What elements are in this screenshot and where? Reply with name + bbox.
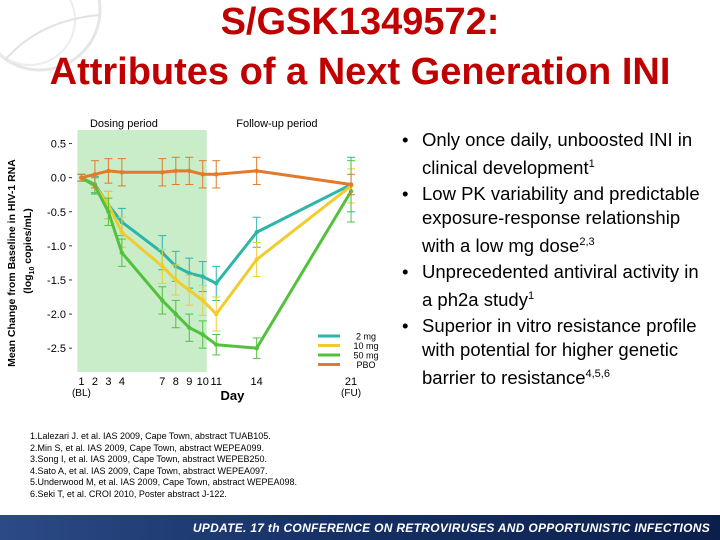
x-axis-title: Day — [220, 388, 245, 403]
bullet-text: Only once daily, unboosted INI in clinic… — [422, 129, 693, 179]
data-point — [119, 250, 125, 255]
x-tick-label: 8 — [173, 376, 179, 388]
data-point — [173, 311, 178, 317]
y-tick-label: -1.0 — [47, 241, 66, 253]
bullet-ref: 1 — [527, 290, 535, 303]
hiv-rna-line-chart: Dosing period Follow-up period 0.5 0.0 -0.5 -… — [6, 118, 379, 403]
bullet-ref: 2,3 — [579, 236, 595, 249]
reference-item: 1.Lalezari J. et al. IAS 2009, Cape Town… — [30, 431, 271, 441]
y-axis-title-line-2: (log10 copies/mL) — [22, 208, 36, 293]
x-tick-label: 2 — [92, 376, 98, 388]
y-axis-title-line-1: Mean Change from Baseline in HIV-1 RNA — [6, 159, 18, 367]
data-point — [200, 274, 205, 279]
series-pbo — [77, 156, 356, 196]
data-point — [187, 270, 192, 276]
data-point — [214, 281, 219, 286]
decorative-swirl-icon — [0, 0, 102, 72]
x-tick-label: 11 — [211, 376, 222, 388]
x-tick-label: 3 — [105, 376, 111, 388]
data-point — [187, 168, 192, 174]
bullet-ref: 4,5,6 — [585, 368, 610, 381]
bullet-ref: 1 — [588, 158, 595, 170]
data-point — [187, 287, 192, 293]
data-point — [173, 277, 178, 283]
data-point — [187, 325, 192, 330]
x-tick-label: 1 — [78, 376, 84, 388]
data-point — [173, 168, 178, 174]
data-point — [160, 264, 165, 269]
title-line-2: Attributes of a Next Generation INI — [49, 51, 671, 93]
bullet-item: • Superior in vitro resistance profile wi… — [400, 314, 710, 390]
data-point — [254, 230, 259, 235]
data-point — [160, 170, 165, 175]
legend-label: 50 mg — [353, 351, 378, 361]
legend-label: PBO — [356, 360, 375, 370]
references: 1.Lalezari J. et al. IAS 2009, Cape Town… — [30, 431, 297, 501]
x-tick-label: 21 — [345, 376, 357, 388]
data-point — [348, 182, 354, 187]
bullet-text: Low PK variability and predictable expos… — [422, 183, 700, 257]
data-point — [119, 170, 125, 175]
reference-item: 3.Song I, et al. IAS 2009, Cape Town, ab… — [30, 454, 267, 465]
bullet-item: • Low PK variability and predictable expo… — [400, 182, 710, 258]
data-point — [106, 168, 111, 174]
conference-banner: UPDATE. 17 th CONFERENCE ON RETROVIRUSES… — [0, 515, 720, 540]
x-tick-label: 9 — [186, 376, 192, 388]
banner-text: UPDATE. 17 th CONFERENCE ON RETROVIRUSES… — [192, 521, 710, 535]
y-axis-title-pre: (log — [22, 274, 34, 293]
data-point — [254, 257, 259, 262]
y-axis-title-post: copies/mL) — [22, 208, 34, 266]
y-tick-label: -2.0 — [47, 309, 66, 321]
bullet-text: Unprecedented antiviral activity in a ph… — [422, 261, 699, 311]
x-tick-label: 4 — [119, 376, 125, 388]
legend-label: 2 mg — [356, 332, 376, 342]
data-point — [214, 342, 219, 347]
followup-period-label: Follow-up period — [236, 118, 317, 130]
bullet-dot-icon: • — [402, 129, 409, 150]
data-point — [254, 345, 259, 351]
reference-item: 5.Underwood M, et al. IAS 2009, Cape Tow… — [30, 477, 297, 488]
title-line-1: S/GSK1349572: — [220, 1, 500, 43]
reference-item: 4.Sato A, et al. IAS 2009, Cape Town, ab… — [30, 465, 268, 476]
data-point — [106, 209, 111, 215]
y-tick-label: 0.0 — [51, 173, 66, 185]
y-tick-label: 0.5 — [51, 139, 66, 151]
reference-item: 6.Seki T, et al. CROI 2010, Poster abstr… — [30, 488, 227, 499]
reference-item: 2.Min S, et al. IAS 2009, Cape Town, abs… — [30, 442, 264, 453]
data-point — [79, 175, 84, 180]
data-point — [200, 172, 205, 177]
data-point — [160, 298, 165, 303]
y-tick-label: -2.5 — [47, 343, 66, 355]
data-point — [119, 230, 125, 235]
data-point — [200, 298, 205, 303]
data-point — [92, 172, 98, 177]
x-tick-label: 7 — [159, 376, 165, 388]
x-tick-label: 10 — [197, 376, 209, 388]
x-tick-sublabel: (FU) — [341, 388, 361, 399]
bullet-item: • Only once daily, unboosted INI in clini… — [400, 128, 710, 180]
dosing-period-label: Dosing period — [90, 118, 158, 130]
y-tick-label: -1.5 — [47, 275, 66, 287]
data-point — [214, 311, 219, 317]
y-tick-label: -0.5 — [47, 207, 66, 219]
x-tick-label: 14 — [251, 376, 263, 388]
x-tick-sublabel: (BL) — [72, 388, 91, 399]
legend-label: 10 mg — [353, 341, 378, 351]
bullet-dot-icon: • — [402, 183, 409, 205]
bullet-text: Superior in vitro resistance profile wit… — [422, 315, 697, 389]
bullet-dot-icon: • — [402, 261, 409, 283]
data-point — [254, 168, 259, 174]
bullet-list: • Only once daily, unboosted INI in clini… — [400, 128, 710, 393]
y-axis-title-sub: 10 — [29, 267, 36, 275]
data-point — [214, 172, 219, 177]
bullet-item: • Unprecedented antiviral activity in a p… — [400, 260, 710, 312]
bullet-dot-icon: • — [402, 315, 409, 337]
data-point — [200, 332, 205, 337]
